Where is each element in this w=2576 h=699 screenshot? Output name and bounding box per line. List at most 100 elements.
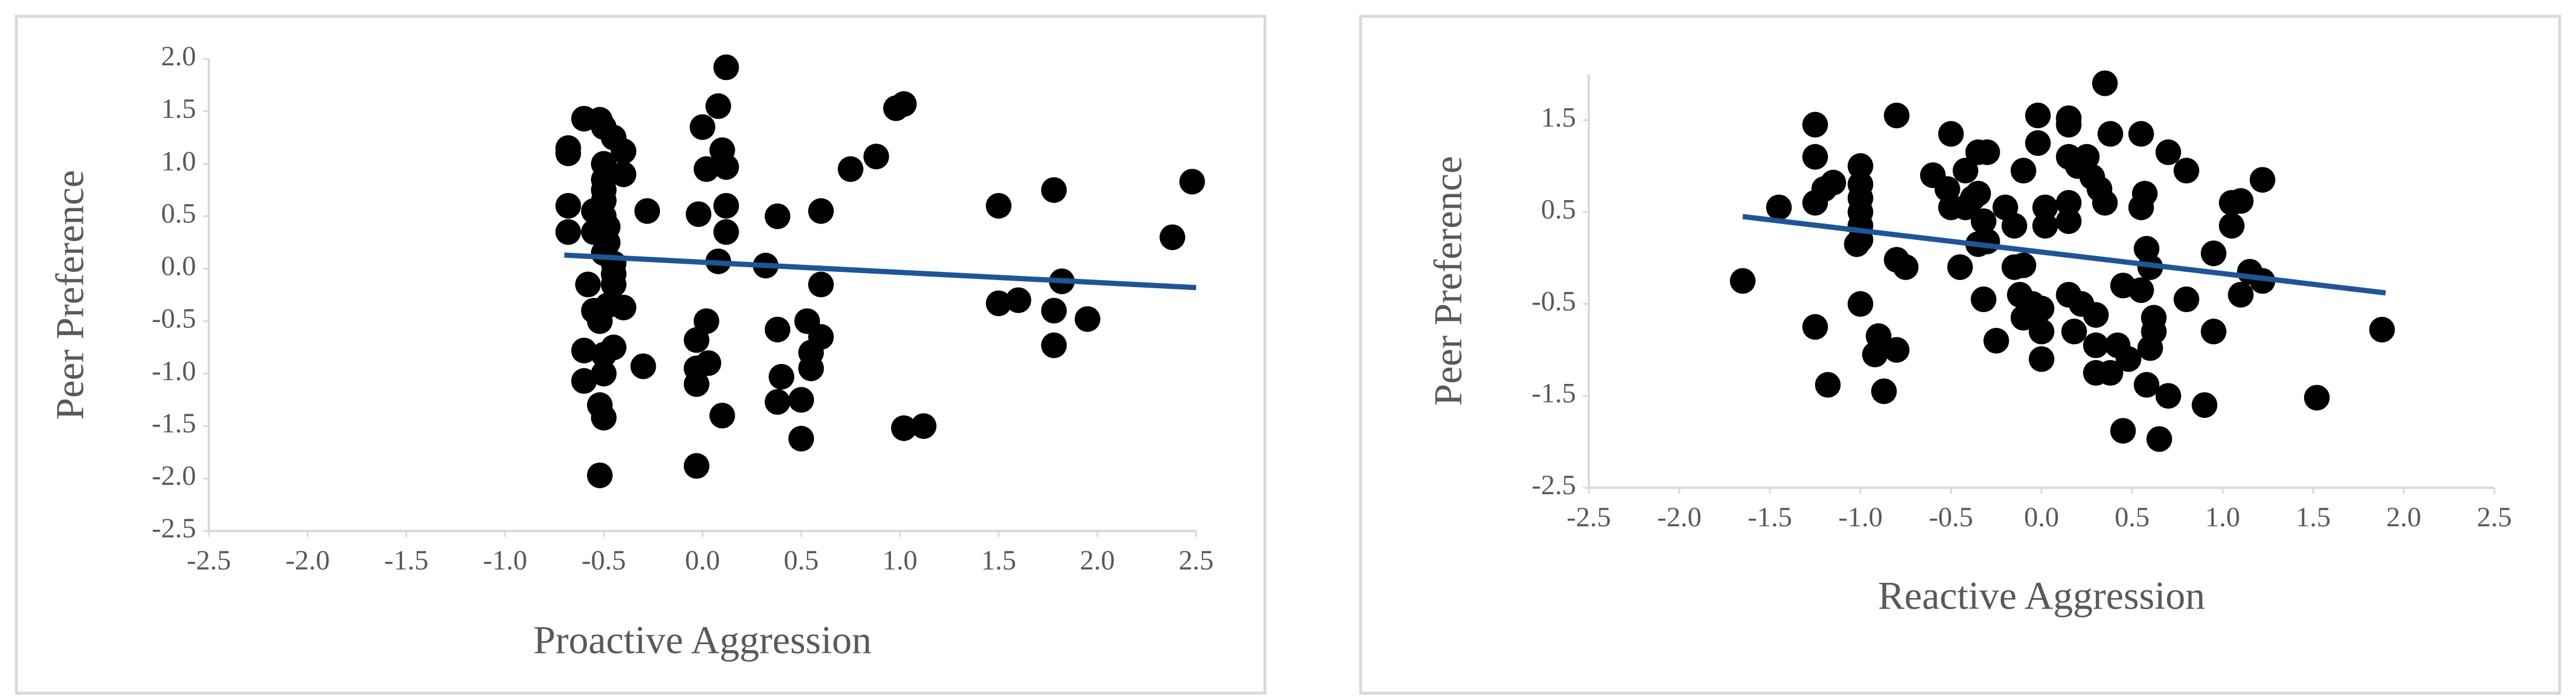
y-tick-label: -1.0	[152, 355, 196, 386]
point	[705, 93, 732, 119]
x-tick-label: -1.5	[384, 545, 428, 576]
y-tick-label: 1.5	[1541, 102, 1576, 133]
y-tick-label: 0.0	[161, 251, 196, 282]
point	[1847, 291, 1874, 317]
y-tick-label: -1.5	[1532, 378, 1576, 408]
point	[1965, 180, 1991, 207]
x-axis-title: Reactive Aggression	[1878, 574, 2205, 618]
point	[1815, 372, 1841, 398]
point	[2010, 252, 2036, 278]
point	[2056, 190, 2082, 216]
point	[610, 161, 637, 187]
point	[2056, 208, 2082, 235]
point	[768, 364, 795, 390]
point	[2056, 105, 2082, 131]
x-tick-label: -0.5	[1929, 502, 1973, 533]
point	[1871, 378, 1897, 404]
point	[2097, 360, 2123, 386]
point	[2128, 121, 2154, 147]
y-tick-label: -0.5	[1532, 286, 1576, 317]
point	[2025, 102, 2051, 128]
point	[2010, 158, 2036, 184]
point	[1844, 231, 1870, 257]
point	[713, 193, 739, 219]
x-tick-label: 1.0	[2205, 502, 2240, 533]
trendline	[1742, 214, 2386, 296]
point	[1179, 169, 1205, 195]
point	[610, 295, 637, 321]
point	[837, 156, 864, 182]
y-axis-title: Peer Preference	[1426, 156, 1470, 406]
point	[2369, 317, 2395, 343]
point	[1952, 158, 1979, 184]
point	[1729, 268, 1756, 294]
x-axis-title: Proactive Aggression	[533, 618, 872, 662]
x-tick-label: -2.0	[285, 545, 330, 576]
point	[571, 337, 597, 364]
x-tick-label: 0.0	[2024, 502, 2059, 533]
point	[2218, 212, 2245, 239]
point	[2173, 286, 2200, 313]
point	[2191, 392, 2218, 418]
point	[590, 361, 617, 387]
point	[985, 193, 1012, 219]
point	[764, 203, 791, 229]
point	[634, 198, 660, 224]
point	[709, 403, 735, 429]
point	[1041, 177, 1067, 203]
point	[713, 54, 739, 81]
x-tick-label: -2.5	[1567, 502, 1611, 533]
point	[2115, 346, 2141, 372]
point	[2228, 282, 2254, 308]
point	[2134, 372, 2160, 398]
point	[2097, 121, 2123, 147]
y-tick-label: -0.5	[152, 303, 196, 334]
point	[2155, 383, 2182, 409]
point	[764, 316, 791, 342]
y-tick-label: 2.0	[161, 41, 196, 72]
point	[693, 308, 719, 334]
point	[2074, 144, 2100, 170]
x-tick-label: 2.5	[2477, 502, 2512, 533]
y-tick-label: -2.0	[152, 460, 196, 491]
x-tick-label: 2.0	[2386, 502, 2421, 533]
point	[2029, 295, 2054, 321]
point	[2155, 139, 2182, 165]
x-tick-label: -2.5	[187, 545, 231, 576]
y-tick-label: -1.5	[152, 408, 196, 439]
point	[1883, 337, 1910, 363]
point	[1802, 111, 1828, 138]
point	[1820, 169, 1847, 195]
x-tick-label: 0.5	[784, 545, 819, 576]
point	[1983, 327, 2009, 354]
point	[891, 91, 917, 117]
x-tick-label: 2.0	[1080, 545, 1115, 576]
x-tick-label: -1.0	[1838, 502, 1883, 533]
point	[1883, 102, 1910, 128]
point	[1766, 194, 1792, 221]
point	[2032, 212, 2058, 239]
point	[2032, 194, 2058, 221]
panel-border	[1359, 15, 2561, 695]
point	[2128, 277, 2154, 303]
point	[683, 453, 709, 479]
point	[788, 425, 815, 452]
point	[555, 140, 581, 166]
point	[2200, 319, 2227, 345]
y-tick-label: -2.5	[1532, 470, 1576, 501]
point	[695, 350, 722, 376]
point	[2025, 130, 2051, 156]
point	[764, 389, 791, 415]
point	[690, 114, 715, 140]
point	[808, 198, 834, 224]
point	[555, 219, 581, 245]
point	[2001, 212, 2028, 239]
y-tick-label: 1.0	[161, 146, 196, 177]
point	[683, 371, 709, 397]
x-tick-label: 0.0	[685, 545, 720, 576]
x-tick-label: 1.0	[882, 545, 917, 576]
point	[610, 138, 637, 165]
point	[2228, 188, 2254, 214]
point	[808, 324, 834, 350]
y-tick-label: 0.5	[1541, 194, 1576, 225]
